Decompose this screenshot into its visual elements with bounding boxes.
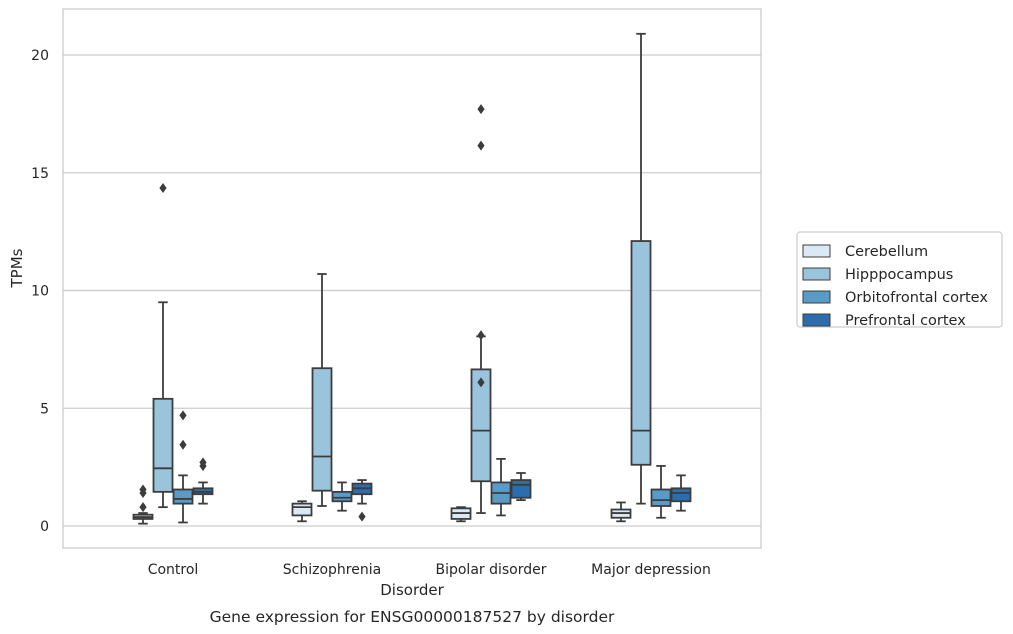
y-tick-label: 20 xyxy=(31,48,49,64)
box-prefrontal-cortex xyxy=(510,472,532,501)
x-tick-label: Schizophrenia xyxy=(283,562,381,578)
box-prefrontal-cortex xyxy=(670,474,692,512)
y-tick-label: 10 xyxy=(31,284,49,300)
legend-frame xyxy=(796,231,1003,328)
x-tick-label: Control xyxy=(148,562,199,578)
box-hipppocampus xyxy=(470,104,492,514)
box-iqr xyxy=(291,502,313,517)
box-hipppocampus xyxy=(311,273,333,507)
outlier-point xyxy=(358,511,366,522)
x-axis-ticks: Control Schizophrenia Bipolar disorder Majo… xyxy=(148,562,711,578)
outlier-point xyxy=(179,439,187,450)
outlier-point xyxy=(179,410,187,421)
box-iqr xyxy=(331,490,353,503)
chart-title: Gene expression for ENSG00000187527 by d… xyxy=(210,608,615,626)
y-axis-label: TPMs xyxy=(8,248,26,288)
y-tick-label: 15 xyxy=(31,166,49,182)
box-orbitofrontal-cortex xyxy=(650,465,672,519)
legend-label: Cerebellum xyxy=(845,244,928,260)
box-hipppocampus xyxy=(630,32,652,505)
outlier-point xyxy=(199,457,207,468)
outlier-point xyxy=(139,484,147,495)
y-tick-label: 0 xyxy=(40,519,49,535)
box-iqr xyxy=(152,397,174,493)
outlier-point xyxy=(139,502,147,513)
x-tick-label: Bipolar disorder xyxy=(435,562,546,578)
outlier-point xyxy=(477,330,485,341)
x-tick-label: Major depression xyxy=(591,562,711,578)
y-tick-label: 5 xyxy=(40,401,49,417)
legend-swatch xyxy=(802,290,831,304)
box-iqr xyxy=(172,488,194,505)
y-axis-ticks: 0 5 10 15 20 xyxy=(31,48,49,535)
legend-label: Orbitofrontal cortex xyxy=(845,290,988,306)
box-plot-marks xyxy=(132,32,692,525)
legend: Cerebellum Hipppocampus Orbitofrontal cort… xyxy=(796,231,1003,329)
box-iqr xyxy=(470,368,492,483)
box-iqr xyxy=(630,240,652,466)
legend-swatch xyxy=(802,267,831,281)
legend-label: Prefrontal cortex xyxy=(845,313,966,329)
box-iqr xyxy=(510,479,532,499)
box-cerebellum xyxy=(610,501,632,523)
box-orbitofrontal-cortex xyxy=(331,481,353,512)
outlier-point xyxy=(477,140,485,151)
box-orbitofrontal-cortex xyxy=(172,410,194,524)
plot-frame xyxy=(62,8,762,549)
box-prefrontal-cortex xyxy=(192,457,214,505)
outlier-point xyxy=(159,183,167,194)
box-iqr xyxy=(670,487,692,503)
box-cerebellum xyxy=(450,506,472,523)
x-axis-label: Disorder xyxy=(380,581,444,599)
legend-label: Hipppocampus xyxy=(845,267,953,283)
box-prefrontal-cortex xyxy=(351,479,373,522)
legend-swatch xyxy=(802,313,831,327)
box-hipppocampus xyxy=(152,183,174,509)
box-iqr xyxy=(311,367,333,492)
outlier-point xyxy=(477,377,485,388)
box-cerebellum xyxy=(132,484,154,525)
outlier-point xyxy=(477,104,485,115)
box-cerebellum xyxy=(291,500,313,523)
box-orbitofrontal-cortex xyxy=(490,457,512,517)
legend-swatch xyxy=(802,244,831,258)
box-iqr xyxy=(650,488,672,507)
